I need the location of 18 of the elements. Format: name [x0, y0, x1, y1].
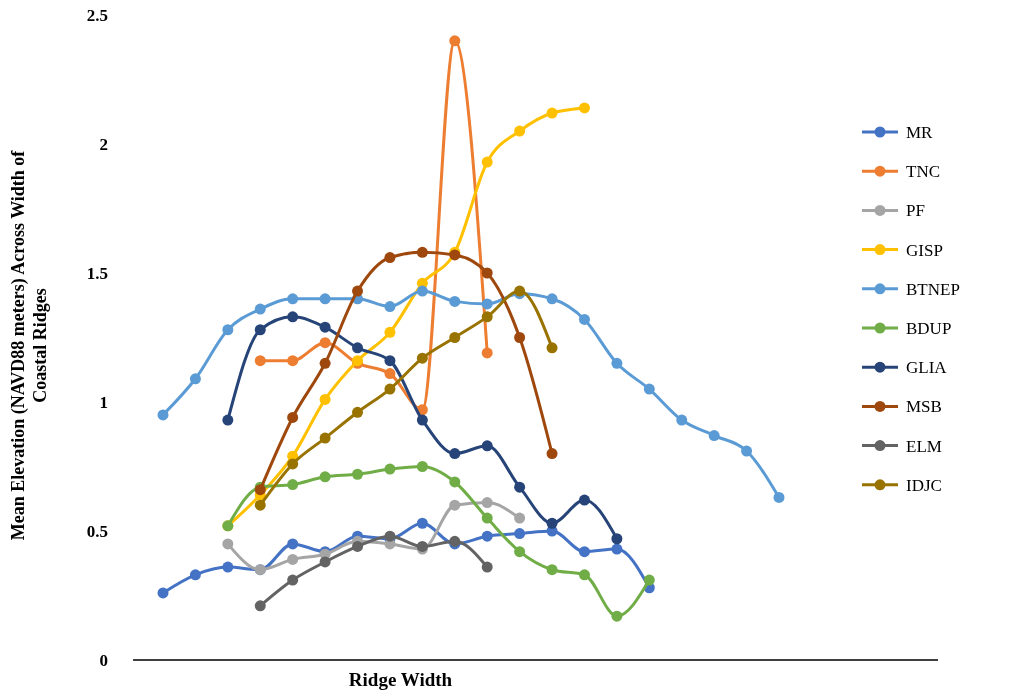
legend-label: TNC — [906, 162, 940, 182]
y-tick-label: 0.5 — [86, 521, 108, 541]
y-tick-label: 1 — [99, 392, 108, 412]
legend-label: BDUP — [906, 318, 952, 338]
legend-label: MSB — [906, 397, 942, 417]
y-tick-label: 0 — [99, 650, 108, 670]
y-tick-label: 1.5 — [86, 263, 108, 283]
y-tick-label: 2 — [99, 134, 108, 154]
legend-label: IDJC — [906, 475, 942, 495]
y-tick-label: 2.5 — [86, 5, 108, 25]
legend-label: BTNEP — [906, 279, 960, 299]
legend-label: ELM — [906, 436, 942, 456]
legend-label: GISP — [906, 240, 943, 260]
y-axis-title: Mean Elevation (NAVD88 meters) Across Width of Coastal Ridges — [8, 149, 50, 541]
x-axis-title: Ridge Width — [348, 669, 453, 690]
legend-label: GLIA — [906, 358, 948, 378]
legend-label: PF — [906, 201, 925, 221]
legend-label: MR — [906, 122, 934, 142]
